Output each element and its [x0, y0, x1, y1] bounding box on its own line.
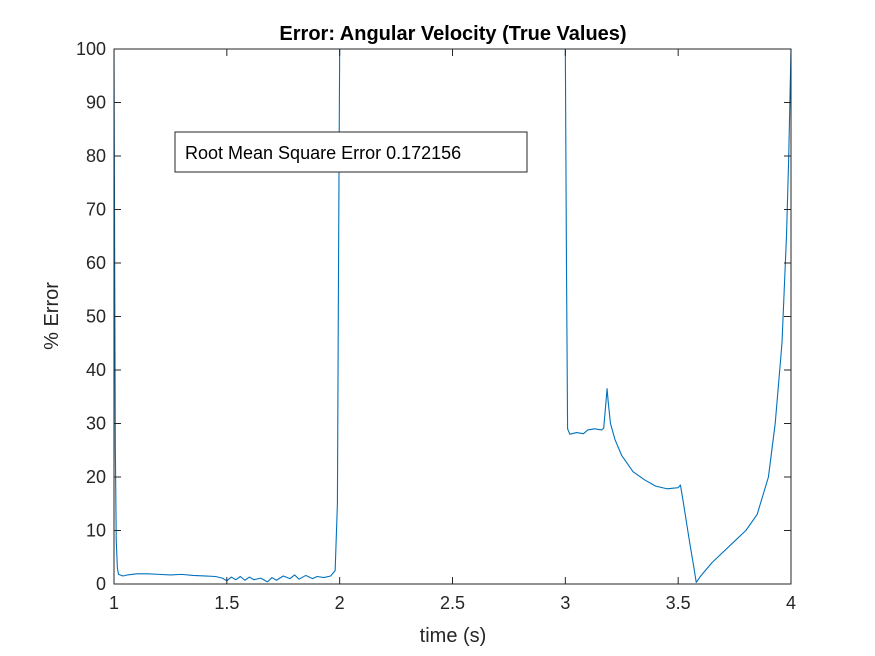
- rmse-annotation: Root Mean Square Error 0.172156: [174, 131, 528, 173]
- y-tick-label: 90: [86, 93, 106, 113]
- y-tick-label: 0: [96, 574, 106, 594]
- x-axis-ticks: 1 1.5 2 2.5 3 3.5 4: [109, 49, 796, 613]
- y-tick-label: 100: [76, 39, 106, 59]
- x-tick-label: 1.5: [214, 593, 239, 613]
- x-tick-label: 3: [560, 593, 570, 613]
- error-line-segment-2: [564, 49, 791, 583]
- annotation-box: [174, 131, 528, 173]
- x-tick-label: 4: [786, 593, 796, 613]
- x-tick-label: 3.5: [666, 593, 691, 613]
- x-tick-label: 2.5: [440, 593, 465, 613]
- plot-background: [114, 49, 791, 584]
- annotation-text: Root Mean Square Error 0.172156: [185, 143, 461, 163]
- y-tick-label: 10: [86, 521, 106, 541]
- y-tick-label: 40: [86, 360, 106, 380]
- y-tick-label: 20: [86, 467, 106, 487]
- line-layer: [114, 49, 791, 583]
- error-line-segment-1: [114, 49, 341, 583]
- plot-area: 1 1.5 2 2.5 3 3.5 4 0 10 20 30 40 50 60 70 80 90 100: [76, 39, 796, 613]
- y-tick-label: 70: [86, 200, 106, 220]
- y-tick-label: 80: [86, 146, 106, 166]
- chart-title: Error: Angular Velocity (True Values): [279, 23, 626, 45]
- x-tick-label: 1: [109, 593, 119, 613]
- x-tick-label: 2: [335, 593, 345, 613]
- y-axis-label: % Error: [41, 282, 63, 350]
- y-tick-label: 50: [86, 307, 106, 327]
- x-axis-label: time (s): [420, 625, 487, 647]
- y-axis-ticks: 0 10 20 30 40 50 60 70 80 90 100: [76, 39, 791, 594]
- y-tick-label: 30: [86, 414, 106, 434]
- y-tick-label: 60: [86, 253, 106, 273]
